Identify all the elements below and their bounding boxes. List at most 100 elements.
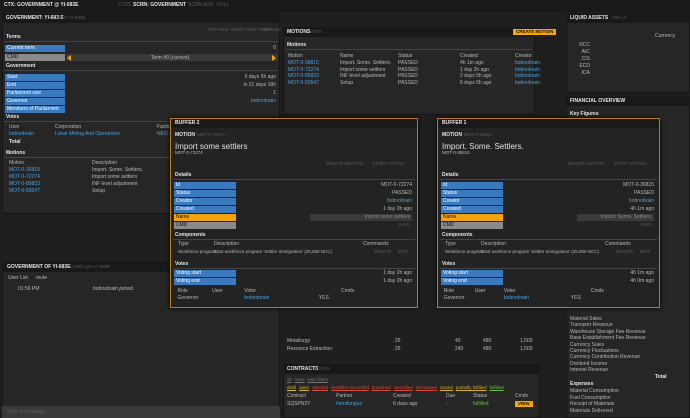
- filter-toggle[interactable]: fulfilled: [489, 385, 504, 390]
- start-voting-button[interactable]: START VOTING: [614, 161, 647, 166]
- column-header: Status: [473, 393, 488, 399]
- section-heading: Components: [175, 232, 206, 238]
- motion-id: MOT-0-72274: [175, 150, 203, 155]
- filter-toggle[interactable]: breached: [371, 385, 391, 390]
- table-cell[interactable]: bobnobrain: [244, 295, 270, 301]
- delete-motion-button[interactable]: DELETE MOTION: [326, 161, 363, 166]
- table-cell[interactable]: MOT-0-36815: [288, 60, 319, 66]
- view-button[interactable]: VIEW: [515, 401, 533, 407]
- field-value: MOT-0-36815: [623, 182, 654, 188]
- table-cell[interactable]: bobnobrain: [9, 131, 35, 137]
- save-button[interactable]: SAVE: [398, 222, 410, 227]
- motion-link[interactable]: MOT-0-85833: [9, 181, 40, 187]
- column-header: Description: [214, 241, 240, 247]
- table-cell: -: [446, 401, 448, 407]
- table-cell[interactable]: Lunar Mining And Operations: [55, 131, 120, 137]
- table-cell[interactable]: NEO C: [157, 131, 173, 137]
- top-button[interactable]: FULL: [217, 2, 230, 8]
- filter-toggle[interactable]: draft: [287, 385, 297, 390]
- field-value: 1: [273, 90, 276, 96]
- field-label: Created: [174, 206, 236, 213]
- motion-link[interactable]: MOT-0-72274: [9, 174, 40, 180]
- contexts-button[interactable]: CTXS: [118, 2, 132, 8]
- divider: [440, 239, 657, 240]
- top-button[interactable]: ADD: [203, 2, 214, 8]
- partner-link[interactable]: hensfungus: [336, 401, 362, 407]
- divider: [440, 179, 657, 180]
- edit-button[interactable]: EDIT: [640, 249, 651, 254]
- currency: AIC: [581, 49, 590, 55]
- table-cell: 480: [483, 345, 492, 352]
- panel-title: GOVERNMENT: YI-683 E: [6, 15, 64, 21]
- table-cell[interactable]: MOT-0-83547: [288, 79, 319, 86]
- field-label: Name: [441, 214, 503, 221]
- filter-toggle[interactable]: open: [299, 385, 310, 390]
- table-cell: 25: [395, 345, 401, 352]
- table-cell: PASSED: [398, 60, 418, 66]
- term-select-value[interactable]: Term #0 (current): [150, 54, 190, 61]
- table-cell[interactable]: bobnobrain: [515, 73, 541, 79]
- column-header: Corporation: [55, 124, 82, 130]
- term-action[interactable]: REVOKE: [262, 27, 281, 32]
- field-value[interactable]: bobnobrain: [250, 98, 276, 104]
- filter-toggle[interactable]: hide filters: [307, 377, 329, 382]
- motion-link[interactable]: MOT-0-83547: [9, 188, 40, 194]
- filter-toggle[interactable]: partially fulfilled: [455, 385, 487, 390]
- start-voting-button[interactable]: START VOTING: [372, 161, 405, 166]
- filter-toggle[interactable]: terminated: [415, 385, 437, 390]
- edit-button[interactable]: EDIT: [398, 249, 409, 254]
- user-list-tab[interactable]: User List: [8, 275, 28, 281]
- table-cell: Metallurgy: [287, 338, 311, 344]
- buffer-title: BUFFER 2: [175, 120, 200, 126]
- field-value[interactable]: bobnobrain: [386, 198, 412, 204]
- filter-toggle[interactable]: deadline exceeded: [331, 385, 369, 390]
- delete-motion-button[interactable]: DELETE MOTION: [568, 161, 605, 166]
- divider: [285, 49, 531, 50]
- revenue-item: Base Establishment Fee Revenue: [570, 335, 646, 342]
- table-cell[interactable]: MOT-0-85833: [288, 73, 319, 79]
- context: CTX: GOVERNMENT @ YI-683E: [4, 2, 79, 8]
- top-button[interactable]: SCRN: [188, 2, 203, 8]
- filter-toggle[interactable]: rejected: [312, 385, 329, 390]
- screen: SCRN: GOVERNMENT: [133, 2, 187, 8]
- field-value[interactable]: bobnobrain: [628, 198, 654, 204]
- chat-input-placeholder[interactable]: Enter a message...: [7, 409, 49, 415]
- revenue-item: Transport Revenue: [570, 322, 613, 329]
- table-cell[interactable]: bobnobrain: [503, 295, 529, 301]
- panel-header: [2, 262, 280, 272]
- save-button[interactable]: SAVE: [640, 222, 652, 227]
- divider: [4, 157, 278, 158]
- expense-item: Materials Delivered: [570, 407, 613, 414]
- name-input-value[interactable]: Import some settlers: [364, 214, 410, 220]
- table-cell[interactable]: bobnobrain: [515, 60, 541, 66]
- table-cell: 2 days 5h ago: [460, 73, 492, 79]
- arrow-left[interactable]: [67, 54, 71, 61]
- mute-tab[interactable]: mute: [36, 275, 48, 281]
- field-label: Id: [441, 182, 503, 189]
- delete-button[interactable]: DELETE: [616, 249, 634, 254]
- filter-toggle[interactable]: none: [294, 377, 305, 382]
- arrow-right[interactable]: [272, 54, 276, 61]
- field-label: Members of Parliament: [5, 106, 65, 113]
- expense-item: Receipt of Materials: [570, 401, 615, 407]
- delete-button[interactable]: DELETE: [374, 249, 392, 254]
- name-input-value[interactable]: Import. Some. Settlers.: [600, 214, 652, 220]
- table-cell: 480: [483, 338, 492, 344]
- table-cell[interactable]: MOT-0-72274: [288, 66, 319, 73]
- create-motion-button[interactable]: CREATE MOTION: [513, 29, 557, 35]
- filter-toggle[interactable]: cancelled: [393, 385, 413, 390]
- table-cell: Import. Some. Settlers.: [340, 60, 392, 66]
- column-header: Type: [445, 241, 456, 247]
- buffer-header: [438, 119, 659, 128]
- term-action[interactable]: PREVIEW: [208, 27, 229, 32]
- divider: [4, 121, 278, 122]
- table-cell: Start workforce program 'Settler Immigra…: [214, 249, 333, 254]
- term-action[interactable]: ADMIT NEW TERM: [231, 27, 271, 32]
- column-header: Voter: [503, 288, 516, 294]
- filter-toggle[interactable]: closed: [439, 385, 453, 390]
- filter-toggle[interactable]: all: [287, 377, 292, 382]
- table-cell[interactable]: bobnobrain: [515, 79, 541, 86]
- table-cell[interactable]: bobnobrain: [515, 66, 541, 73]
- motion-link[interactable]: MOT-0-36815: [9, 167, 40, 173]
